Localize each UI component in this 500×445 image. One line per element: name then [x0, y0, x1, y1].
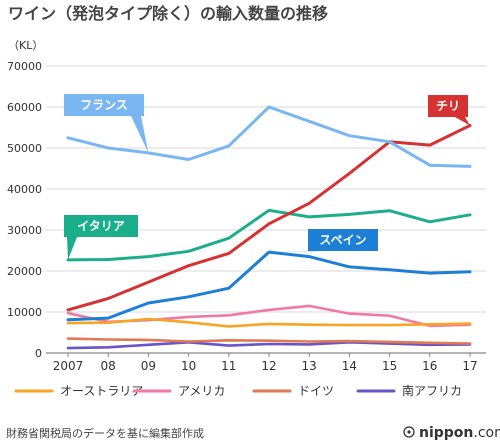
y-tick-labels: 0 10000 20000 30000 40000 50000 60000 70000 — [7, 60, 42, 360]
legend-item-ドイツ: ドイツ — [252, 384, 334, 398]
legend-label: 南アフリカ — [402, 383, 462, 398]
callout-label: チリ — [436, 99, 460, 113]
y-tick-label: 50000 — [7, 142, 42, 155]
y-tick-label: 70000 — [7, 60, 42, 73]
callout-box — [64, 215, 138, 237]
chart-title: ワイン（発泡タイプ除く）の輸入数量の推移 — [8, 4, 328, 23]
x-tick-label: 12 — [261, 359, 276, 373]
callout-label: スペイン — [319, 233, 366, 247]
nippon-logo: nippon.com — [403, 425, 500, 441]
series-line-イタリア — [66, 208, 472, 262]
x-tick-label: 08 — [101, 359, 116, 373]
x-tick-label: 16 — [422, 359, 437, 373]
callout-box — [428, 95, 468, 117]
x-tick-label: 09 — [141, 359, 156, 373]
series-line-チリ — [66, 124, 472, 312]
series-line-ドイツ — [66, 337, 472, 345]
logo-circle-icon — [403, 426, 415, 438]
callout-フランス: フランス — [64, 94, 149, 153]
x-tick-label: 13 — [302, 359, 317, 373]
callout-label: フランス — [80, 98, 128, 112]
x-tick-label: 11 — [221, 359, 236, 373]
callout-pointer — [131, 116, 149, 153]
brand-name-suffix: .com — [473, 425, 500, 441]
series-line-フランス — [66, 105, 472, 168]
series-lines — [66, 105, 472, 350]
callout-pointer — [67, 237, 77, 260]
source-note: 財務省関税局のデータを基に編集部作成 — [6, 426, 204, 440]
legend-label: オーストラリア — [60, 384, 143, 398]
x-tick-label: 17 — [462, 359, 477, 373]
legend-label: ドイツ — [298, 384, 334, 398]
x-tick-label: 14 — [342, 359, 357, 373]
legend-item-南アフリカ: 南アフリカ — [356, 383, 462, 398]
legend: オーストラリア アメリカ ドイツ 南アフリカ — [14, 383, 462, 398]
series-line-スペイン — [66, 250, 472, 322]
legend-item-オーストラリア: オーストラリア — [14, 384, 143, 398]
y-tick-label: 30000 — [7, 224, 42, 237]
x-tick-label: 10 — [181, 359, 196, 373]
y-axis-unit-label: （KL） — [8, 39, 43, 52]
callout-チリ: チリ — [428, 95, 470, 126]
y-tick-label: 20000 — [7, 265, 42, 278]
y-tick-label: 0 — [35, 347, 42, 360]
legend-item-アメリカ: アメリカ — [132, 384, 225, 398]
x-tick-label: 15 — [382, 359, 397, 373]
callout-スペイン: スペイン — [269, 229, 378, 253]
logo-dot-icon — [407, 430, 411, 434]
callout-pointer — [269, 251, 321, 253]
callout-label: イタリア — [77, 219, 125, 233]
y-tick-label: 40000 — [7, 183, 42, 196]
callout-box — [308, 229, 378, 251]
x-tick-label: 2007 — [53, 359, 84, 373]
legend-label: アメリカ — [178, 384, 225, 398]
series-line-オーストラリア — [66, 317, 472, 328]
callout-box — [64, 94, 144, 116]
y-tick-label: 10000 — [7, 306, 42, 319]
callout-pointer — [455, 117, 470, 126]
series-line-南アフリカ — [66, 340, 472, 350]
brand-name-main: nippon — [419, 425, 473, 441]
brand-name: nippon.com — [419, 425, 500, 441]
x-tick-labels: 2007 08 09 10 11 12 13 14 15 16 17 — [53, 353, 478, 373]
callout-イタリア: イタリア — [64, 215, 138, 260]
y-tick-label: 60000 — [7, 101, 42, 114]
